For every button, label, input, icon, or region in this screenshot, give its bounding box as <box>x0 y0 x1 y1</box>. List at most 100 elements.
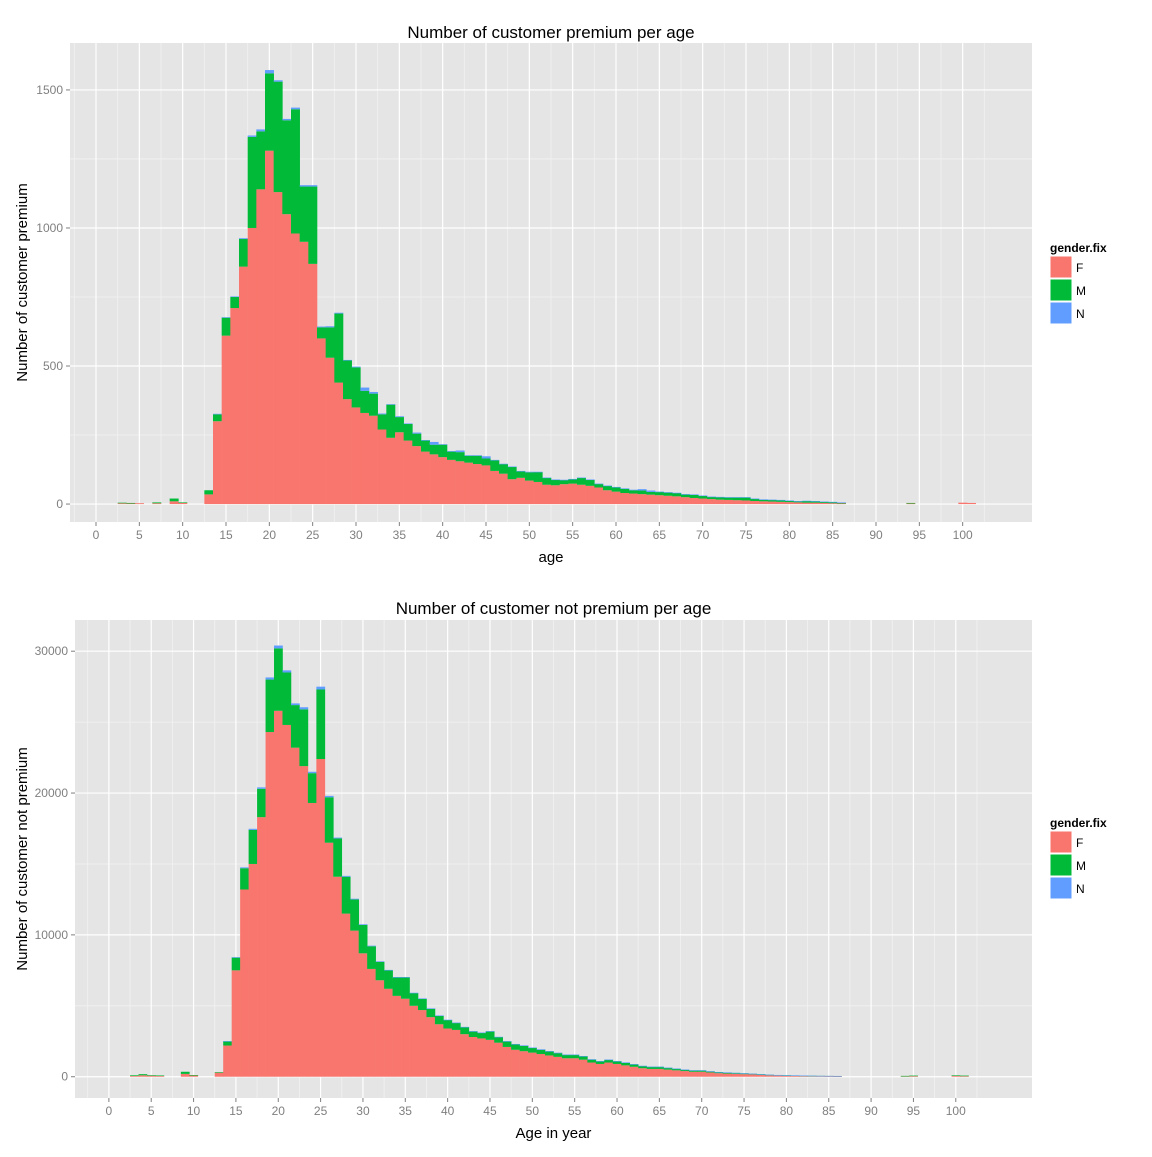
bar-m-age-56 <box>578 1056 588 1060</box>
bar-n-age-35 <box>395 416 404 418</box>
bar-f-age-58 <box>595 1063 605 1077</box>
bar-n-age-71 <box>707 496 716 498</box>
bar-m-age-62 <box>629 490 638 494</box>
bar-m-age-59 <box>604 1059 614 1063</box>
bar-f-age-66 <box>663 1069 673 1077</box>
bar-f-age-17 <box>248 863 258 1077</box>
bar-f-age-36 <box>409 1005 419 1077</box>
bar-n-age-77 <box>759 499 768 500</box>
bar-n-age-44 <box>477 1032 487 1034</box>
bar-f-age-80 <box>785 502 794 505</box>
legend-label-n: N <box>1076 307 1085 321</box>
x-tick-label: 35 <box>399 1104 413 1118</box>
bar-n-age-52 <box>542 477 552 479</box>
bar-n-age-85 <box>824 1075 834 1077</box>
bar-n-age-37 <box>417 998 427 1000</box>
bar-m-age-100 <box>951 1075 961 1076</box>
bar-f-age-29 <box>350 930 360 1077</box>
bar-f-age-30 <box>351 407 361 505</box>
bar-n-age-70 <box>698 495 708 497</box>
x-tick-label: 80 <box>783 528 797 542</box>
x-tick-label: 50 <box>526 1104 540 1118</box>
y-tick-label: 0 <box>61 1070 68 1084</box>
bar-f-age-74 <box>733 500 742 505</box>
bar-m-age-10 <box>189 1075 199 1076</box>
bar-f-age-61 <box>621 1065 631 1077</box>
bar-f-age-20 <box>274 710 283 1077</box>
bar-n-age-65 <box>655 491 664 493</box>
bar-m-age-69 <box>689 494 699 498</box>
x-tick-label: 100 <box>946 1104 966 1118</box>
x-tick-label: 30 <box>356 1104 370 1118</box>
bar-f-age-15 <box>221 335 231 505</box>
bar-m-age-45 <box>485 1031 495 1040</box>
bar-m-age-26 <box>317 327 326 339</box>
bar-m-age-101 <box>960 1075 969 1077</box>
legend: gender.fix FMN <box>1049 241 1107 325</box>
bar-n-age-77 <box>756 1074 766 1075</box>
bar-m-age-40 <box>443 1019 453 1029</box>
bar-n-age-86 <box>832 1075 842 1077</box>
bar-n-age-29 <box>343 359 352 361</box>
bar-m-age-81 <box>793 501 803 503</box>
bar-n-age-32 <box>369 391 378 394</box>
bar-f-age-59 <box>604 1062 614 1077</box>
bar-m-age-57 <box>587 1059 597 1063</box>
bar-n-age-63 <box>637 489 647 491</box>
bar-n-age-22 <box>282 118 292 121</box>
bar-f-age-36 <box>403 440 413 505</box>
bar-f-age-10 <box>178 502 188 505</box>
bar-n-age-39 <box>429 441 439 445</box>
bar-n-age-66 <box>663 1067 673 1069</box>
bar-m-age-24 <box>307 773 317 803</box>
bar-m-age-3 <box>130 1075 139 1077</box>
bar-f-age-20 <box>265 150 274 505</box>
bar-m-age-66 <box>663 1067 673 1070</box>
bar-m-age-6 <box>155 1075 165 1077</box>
bar-f-age-67 <box>672 1070 681 1077</box>
bar-n-age-57 <box>587 1059 597 1060</box>
bar-f-age-30 <box>358 953 368 1077</box>
bar-n-age-80 <box>782 1075 791 1076</box>
bar-m-age-41 <box>447 451 456 460</box>
x-tick-label: 55 <box>566 528 580 542</box>
bar-m-age-51 <box>533 472 543 482</box>
bar-m-age-76 <box>750 498 760 502</box>
bar-f-age-27 <box>333 876 343 1077</box>
bar-f-age-46 <box>490 470 500 505</box>
bar-m-age-23 <box>291 109 300 234</box>
chart-title: Number of customer premium per age <box>407 23 694 42</box>
x-tick-label: 55 <box>568 1104 582 1118</box>
bar-n-age-84 <box>819 501 829 503</box>
x-tick-label: 95 <box>907 1104 921 1118</box>
bar-f-age-79 <box>776 501 786 505</box>
bar-m-age-50 <box>525 472 534 481</box>
bar-f-age-64 <box>646 1068 656 1077</box>
bar-f-age-82 <box>799 1076 808 1077</box>
bar-n-age-41 <box>447 451 456 452</box>
x-tick-label: 75 <box>737 1104 751 1118</box>
bar-f-age-101 <box>967 502 976 505</box>
bar-m-age-78 <box>767 499 777 502</box>
bar-n-age-64 <box>646 490 656 492</box>
bar-m-age-68 <box>681 494 690 498</box>
bar-n-age-29 <box>350 898 360 900</box>
bar-n-age-66 <box>663 492 673 493</box>
bar-m-age-46 <box>490 460 500 471</box>
bar-f-age-43 <box>464 462 474 505</box>
bar-f-age-94 <box>906 503 916 505</box>
bar-m-age-18 <box>257 788 266 818</box>
bar-f-age-45 <box>485 1039 495 1077</box>
bar-f-age-60 <box>611 491 621 505</box>
bar-n-age-69 <box>689 494 699 495</box>
bar-n-age-21 <box>282 670 292 673</box>
bar-n-age-41 <box>451 1022 461 1024</box>
bar-m-age-71 <box>705 1071 715 1073</box>
bar-m-age-9 <box>180 1071 190 1074</box>
bar-f-age-85 <box>828 503 838 505</box>
bar-f-age-78 <box>767 501 777 505</box>
bar-n-age-33 <box>384 969 393 971</box>
bar-f-age-37 <box>412 446 422 505</box>
bar-m-age-48 <box>507 466 517 480</box>
bar-m-age-85 <box>828 502 838 504</box>
